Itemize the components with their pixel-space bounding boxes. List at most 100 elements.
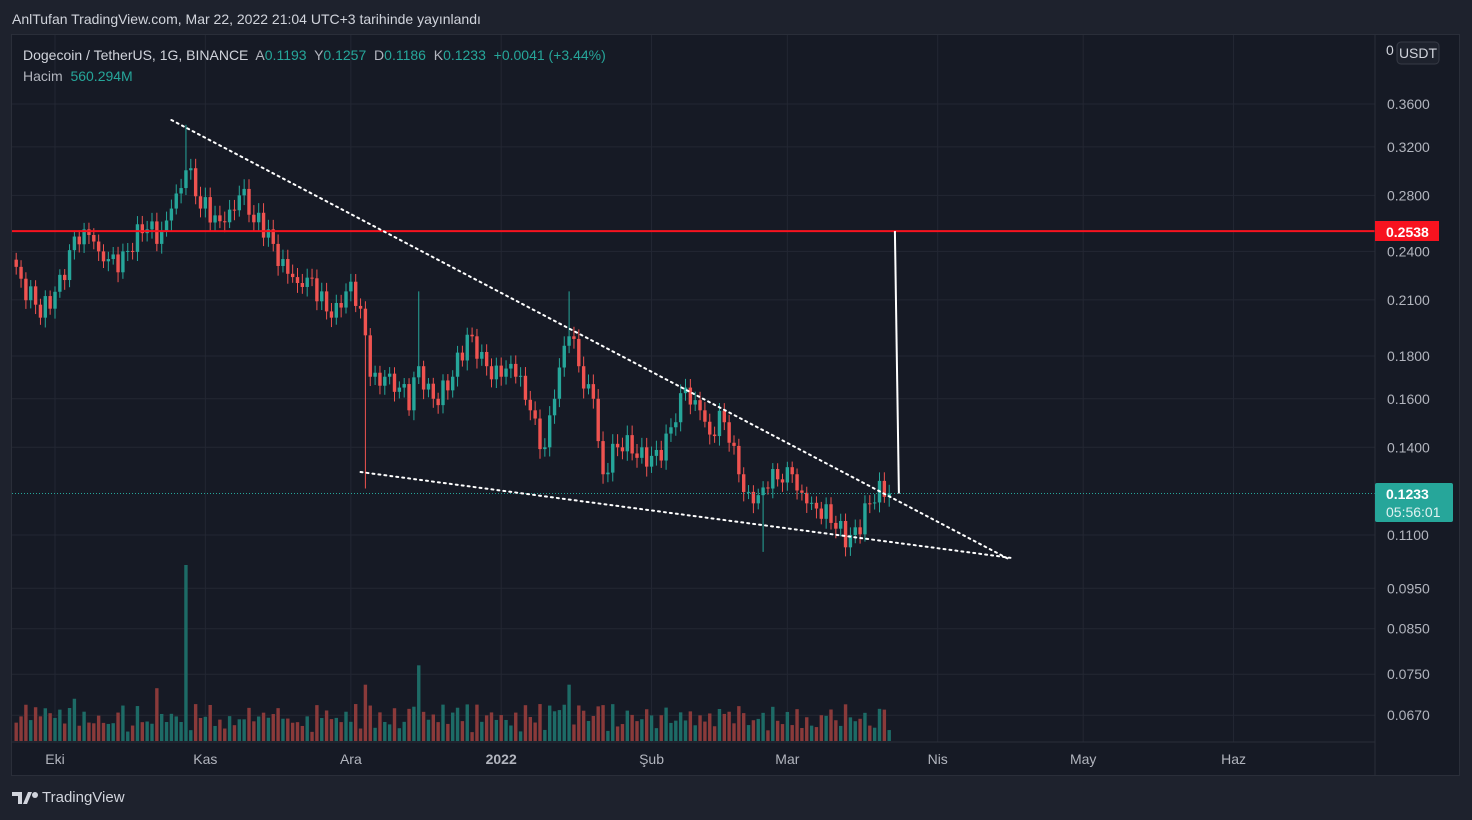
price-tick-label: 0.1100: [1387, 527, 1429, 543]
volume-bar: [227, 716, 232, 741]
volume-bar: [320, 718, 324, 741]
volume-bar: [203, 716, 208, 741]
volume-bar: [43, 708, 47, 741]
volume-bar: [451, 712, 455, 741]
volume-bar: [693, 725, 697, 741]
candle-body: [625, 435, 629, 452]
volume-value: 560.294M: [70, 68, 133, 84]
candle-body: [548, 415, 552, 448]
time-tick-label: Kas: [193, 751, 217, 767]
candle-body: [693, 400, 697, 405]
time-tick-label: May: [1070, 751, 1096, 767]
candle-body: [514, 363, 518, 377]
volume-bar: [625, 710, 629, 741]
candle-body: [38, 304, 43, 318]
candle-body: [858, 527, 862, 535]
candle-body: [780, 479, 785, 483]
volume-bar: [363, 684, 368, 741]
target-measure-line: [893, 231, 900, 494]
volume-bar: [271, 714, 275, 741]
time-tick-label: Eki: [45, 751, 64, 767]
volume-bar: [116, 712, 120, 741]
volume-bar: [300, 725, 305, 741]
volume-bar: [489, 712, 494, 741]
volume-bar: [412, 706, 416, 741]
volume-bar: [14, 722, 18, 741]
candle-body: [160, 230, 164, 244]
volume-bar: [470, 732, 474, 741]
candle-body: [218, 215, 222, 222]
candle-body: [116, 254, 120, 273]
volume-bar: [164, 722, 169, 741]
candle-body: [775, 469, 780, 480]
volume-bar: [659, 715, 663, 741]
volume-bar: [475, 704, 479, 741]
candle-body: [266, 229, 271, 238]
volume-bar: [790, 725, 794, 741]
volume-bar: [814, 727, 819, 741]
volume-bar: [349, 721, 353, 741]
candle-body: [674, 422, 678, 428]
volume-bar: [155, 688, 159, 741]
candles: [14, 124, 891, 557]
candle-body: [727, 422, 731, 443]
volume-bar: [708, 713, 712, 741]
candle-body: [203, 197, 208, 209]
current-price-badge: [1375, 483, 1453, 522]
candle-body: [489, 366, 494, 380]
candle-body: [577, 338, 581, 367]
volume-bar: [606, 730, 610, 741]
candle-body: [620, 447, 625, 452]
time-tick-label: Nis: [928, 751, 948, 767]
candle-body: [412, 377, 416, 411]
volume-bar: [121, 705, 125, 741]
low-label: D: [374, 47, 385, 63]
volume-bar: [843, 704, 848, 741]
volume-bar: [887, 730, 891, 741]
volume-bar: [654, 728, 659, 741]
volume-bar: [169, 713, 174, 741]
currency-button[interactable]: [1396, 41, 1440, 65]
volume-bar: [417, 665, 421, 741]
volume-bar: [863, 712, 867, 741]
volume-bar: [494, 719, 499, 741]
candle-body: [198, 196, 203, 209]
volume-bar: [499, 715, 503, 741]
volume-bars: [14, 565, 891, 741]
candle-body: [354, 281, 358, 306]
candle-body: [732, 442, 736, 446]
change-value: +0.0041 (+3.44%): [493, 47, 606, 63]
volume-bar: [184, 565, 188, 741]
tradingview-logo-icon: [12, 791, 38, 804]
candle-body: [839, 520, 843, 529]
volume-bar: [402, 721, 406, 741]
candle-body: [407, 384, 411, 411]
price-tick-label: 0.1400: [1387, 439, 1430, 455]
candle-body: [82, 229, 86, 245]
candle-body: [121, 251, 125, 273]
candle-body: [635, 453, 639, 458]
candle-body: [392, 373, 397, 392]
volume-bar: [179, 722, 183, 741]
volume-bar: [805, 717, 809, 741]
candle-body: [126, 250, 130, 252]
candle-body: [426, 383, 431, 390]
candle-body: [475, 336, 479, 359]
volume-bar: [315, 705, 319, 741]
volume-bar: [645, 709, 649, 741]
symbol-name[interactable]: Dogecoin / TetherUS, 1G, BINANCE: [23, 47, 249, 63]
candle-body: [257, 212, 261, 223]
upper-trendline: [170, 118, 1012, 561]
volume-bar: [160, 713, 164, 741]
volume-bar: [635, 721, 639, 741]
volume-bar: [373, 727, 377, 741]
volume-bar: [126, 731, 130, 741]
candle-body: [615, 443, 620, 448]
tradingview-logo[interactable]: TradingView: [12, 789, 125, 806]
volume-bar: [242, 719, 246, 741]
price-tick-label: 0.1600: [1387, 391, 1430, 407]
volume-bar: [518, 731, 523, 741]
volume-bar: [552, 711, 557, 741]
volume-bar: [572, 724, 576, 741]
